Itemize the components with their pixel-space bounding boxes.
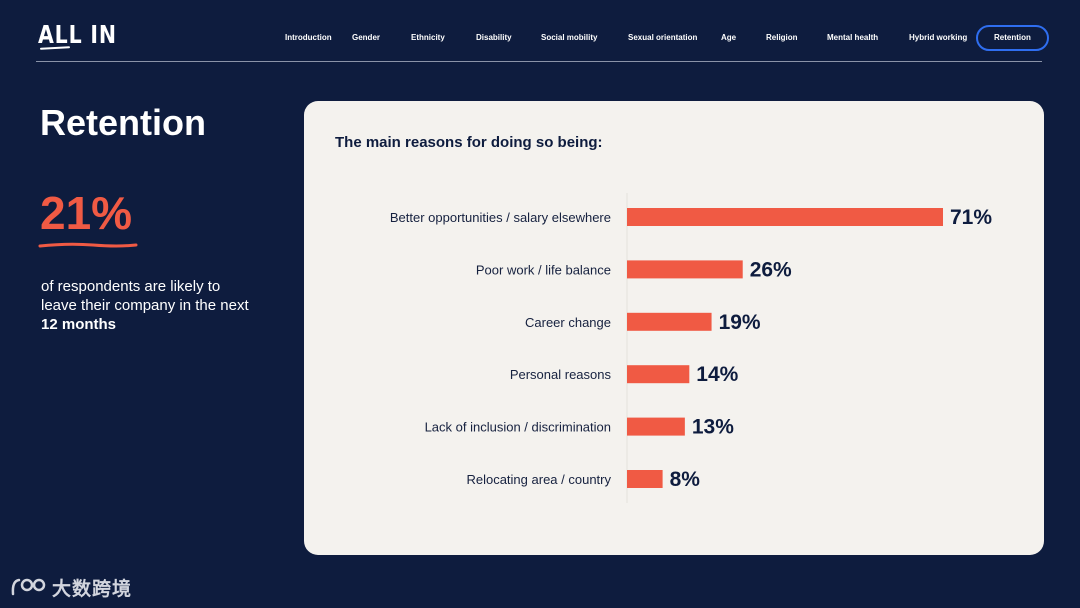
bar	[627, 208, 943, 226]
nav-item-ethnicity[interactable]: Ethnicity	[411, 33, 445, 42]
category-label: Lack of inclusion / discrimination	[425, 420, 611, 435]
bar	[627, 417, 685, 436]
page-title: Retention	[40, 102, 206, 143]
watermark-text: 大数跨境	[52, 578, 133, 600]
category-label: Poor work / life balance	[476, 262, 611, 277]
nav-item-introduction[interactable]: Introduction	[285, 33, 332, 42]
chart-title: The main reasons for doing so being:	[335, 134, 603, 151]
value-label: 13%	[692, 416, 734, 439]
stat-description-text: of respondents are likely to leave their…	[41, 278, 249, 314]
stat-value: 21%	[40, 187, 133, 239]
bar	[627, 365, 690, 384]
watermark-logo-icon: 100	[10, 575, 46, 596]
chart-card: The main reasons for doing so being: Bet…	[304, 101, 1044, 555]
value-label: 71%	[950, 206, 992, 229]
logo[interactable]: ALL IN	[38, 20, 117, 49]
watermark-mark: 100	[10, 575, 12, 576]
nav-item-sexual-orientation[interactable]: Sexual orientation	[628, 33, 698, 42]
stat-underline	[38, 242, 138, 248]
stat-description-emphasis: 12 months	[41, 316, 117, 333]
nav-item-social-mobility[interactable]: Social mobility	[541, 33, 598, 42]
nav-item-disability[interactable]: Disability	[476, 33, 512, 42]
nav-item-mental-health[interactable]: Mental health	[827, 33, 879, 42]
nav-item-age[interactable]: Age	[721, 33, 737, 42]
category-label: Career change	[525, 315, 611, 330]
value-label: 26%	[750, 258, 792, 281]
bar	[627, 470, 663, 488]
bar-chart: Better opportunities / salary elsewhere 7…	[390, 193, 992, 503]
nav-item-hybrid-working[interactable]: Hybrid working	[909, 33, 968, 42]
nav-item-religion[interactable]: Religion	[766, 33, 798, 42]
nav-item-retention[interactable]: Retention	[976, 25, 1049, 51]
nav-divider	[36, 61, 1042, 62]
category-label: Personal reasons	[510, 367, 612, 382]
nav-item-gender[interactable]: Gender	[352, 33, 381, 42]
stat-description: of respondents are likely to leave their…	[41, 277, 251, 334]
bar	[627, 312, 712, 331]
bar	[627, 260, 743, 279]
value-label: 14%	[696, 363, 738, 386]
value-label: 19%	[719, 311, 761, 334]
watermark: 100 大数跨境	[10, 573, 132, 601]
category-label: Better opportunities / salary elsewhere	[390, 210, 611, 225]
category-label: Relocating area / country	[466, 472, 611, 487]
top-nav: Introduction Gender Ethnicity Disability…	[0, 25, 1080, 51]
value-label: 8%	[670, 468, 701, 491]
